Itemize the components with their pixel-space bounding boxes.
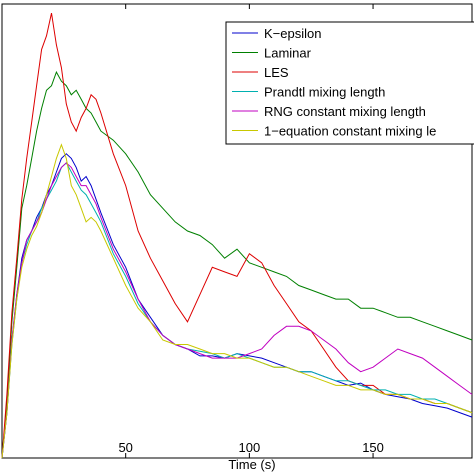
legend: K−epsilon Laminar LES Prandtl mixing length… [225,21,474,145]
x-axis: 50 100 150 [118,4,384,458]
series-line-1 [1,70,473,459]
series-line-5 [1,143,473,459]
x-tick-label: 100 [239,440,261,455]
x-axis-label: Time (s) [228,457,275,472]
x-tick-label: 50 [118,440,132,455]
legend-label: LES [264,65,289,80]
legend-label: Prandtl mixing length [264,85,385,100]
legend-label: RNG constant mixing length [264,104,426,119]
legend-label: K−epsilon [264,26,321,41]
x-tick-label: 150 [362,440,384,455]
legend-label: 1−equation constant mixing le [264,124,436,139]
legend-box [225,21,474,145]
legend-label: Laminar [264,46,312,61]
series-line-2 [1,12,473,459]
series-layer [1,12,473,459]
